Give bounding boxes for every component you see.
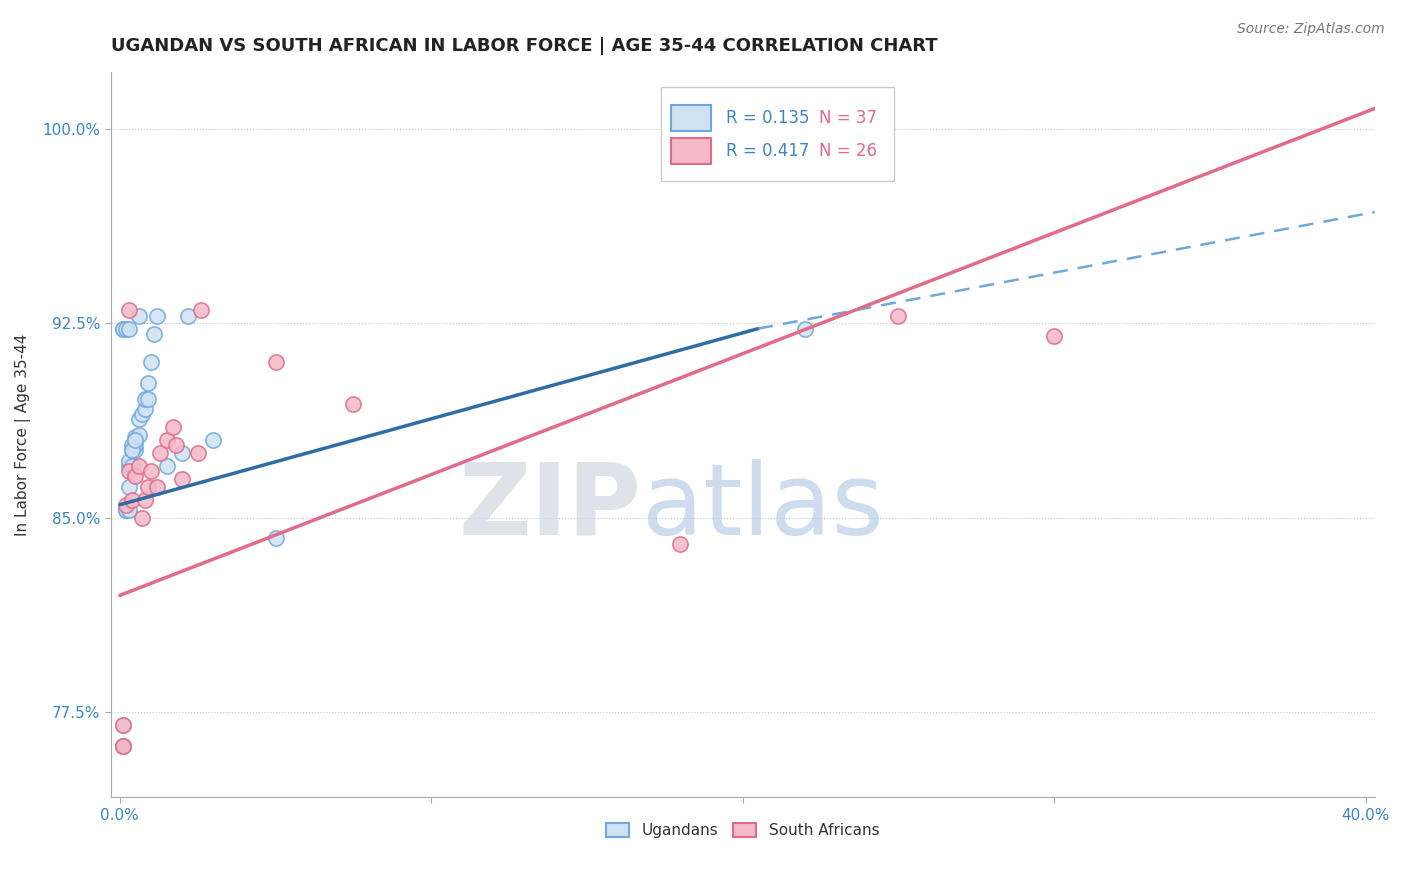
Point — [155, 433, 177, 447]
Point — [190, 303, 212, 318]
Point — [111, 321, 134, 335]
Point — [134, 492, 156, 507]
Point — [187, 446, 209, 460]
Point — [121, 458, 143, 473]
Point — [136, 480, 159, 494]
Point — [121, 443, 143, 458]
Point — [115, 498, 138, 512]
Point — [143, 326, 166, 341]
Point — [124, 430, 146, 444]
Point — [118, 458, 141, 473]
Text: ZIP: ZIP — [458, 458, 641, 556]
Point — [172, 446, 194, 460]
FancyBboxPatch shape — [671, 104, 711, 131]
Point — [794, 321, 817, 335]
Point — [146, 309, 169, 323]
Point — [121, 438, 143, 452]
Point — [177, 309, 200, 323]
Point — [121, 492, 143, 507]
Point — [165, 438, 187, 452]
Point — [128, 427, 150, 442]
Point — [136, 392, 159, 406]
Point — [172, 472, 194, 486]
Point — [128, 458, 150, 473]
Point — [124, 443, 146, 458]
Point — [134, 401, 156, 416]
Point — [121, 443, 143, 458]
Point — [111, 718, 134, 732]
Y-axis label: In Labor Force | Age 35-44: In Labor Force | Age 35-44 — [15, 334, 31, 536]
Point — [118, 503, 141, 517]
Point — [146, 480, 169, 494]
Point — [111, 739, 134, 753]
Text: R = 0.417: R = 0.417 — [727, 142, 810, 161]
Point — [124, 433, 146, 447]
Point — [149, 446, 172, 460]
Point — [669, 536, 692, 550]
Point — [115, 503, 138, 517]
Point — [111, 321, 134, 335]
Point — [342, 397, 364, 411]
Text: N = 26: N = 26 — [818, 142, 876, 161]
Point — [139, 355, 162, 369]
Legend: Ugandans, South Africans: Ugandans, South Africans — [600, 817, 886, 844]
Point — [118, 464, 141, 478]
Point — [111, 739, 134, 753]
Point — [115, 321, 138, 335]
Text: Source: ZipAtlas.com: Source: ZipAtlas.com — [1237, 22, 1385, 37]
Point — [118, 480, 141, 494]
Text: R = 0.135: R = 0.135 — [727, 109, 810, 127]
Text: atlas: atlas — [641, 458, 883, 556]
Point — [111, 739, 134, 753]
Point — [136, 376, 159, 390]
Point — [128, 309, 150, 323]
Point — [118, 321, 141, 335]
Point — [202, 433, 225, 447]
Point — [124, 469, 146, 483]
FancyBboxPatch shape — [661, 87, 894, 181]
Point — [264, 355, 287, 369]
Point — [131, 510, 153, 524]
Point — [887, 309, 910, 323]
Point — [124, 438, 146, 452]
Point — [1043, 329, 1066, 343]
Point — [118, 303, 141, 318]
Point — [131, 407, 153, 421]
Point — [111, 718, 134, 732]
Point — [264, 532, 287, 546]
Point — [162, 420, 184, 434]
Point — [155, 458, 177, 473]
Point — [139, 464, 162, 478]
FancyBboxPatch shape — [671, 138, 711, 164]
Point — [115, 503, 138, 517]
Point — [134, 392, 156, 406]
Text: UGANDAN VS SOUTH AFRICAN IN LABOR FORCE | AGE 35-44 CORRELATION CHART: UGANDAN VS SOUTH AFRICAN IN LABOR FORCE … — [111, 37, 938, 55]
Point — [128, 412, 150, 426]
Point — [118, 453, 141, 467]
Text: N = 37: N = 37 — [818, 109, 876, 127]
